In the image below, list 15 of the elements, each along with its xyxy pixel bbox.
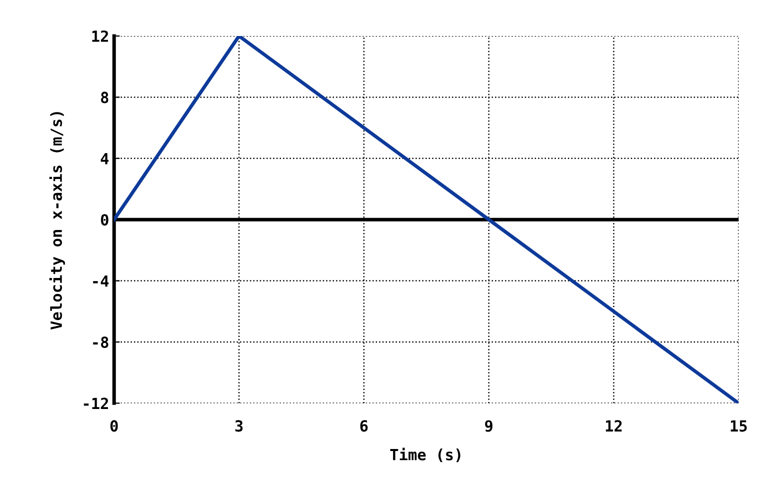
x-tick-label: 12 <box>606 420 622 432</box>
y-tick-label: -12 <box>84 398 108 410</box>
y-tick-label: -8 <box>93 336 108 348</box>
x-tick-label: 0 <box>110 420 118 432</box>
x-axis-title: Time (s) <box>390 448 460 462</box>
y-tick-label: 4 <box>100 153 109 164</box>
y-tick-label: 12 <box>92 30 108 42</box>
y-tick-label: 8 <box>101 92 108 104</box>
y-axis-title: Velocity on x-axis (m/s) <box>49 112 65 330</box>
x-tick-label: 9 <box>485 420 492 432</box>
x-tick-label: 3 <box>235 420 243 432</box>
x-tick-label: 6 <box>360 420 368 432</box>
y-tick-label: 0 <box>100 214 108 226</box>
x-tick-label: 15 <box>730 420 747 432</box>
y-tick-label: -4 <box>93 275 109 287</box>
